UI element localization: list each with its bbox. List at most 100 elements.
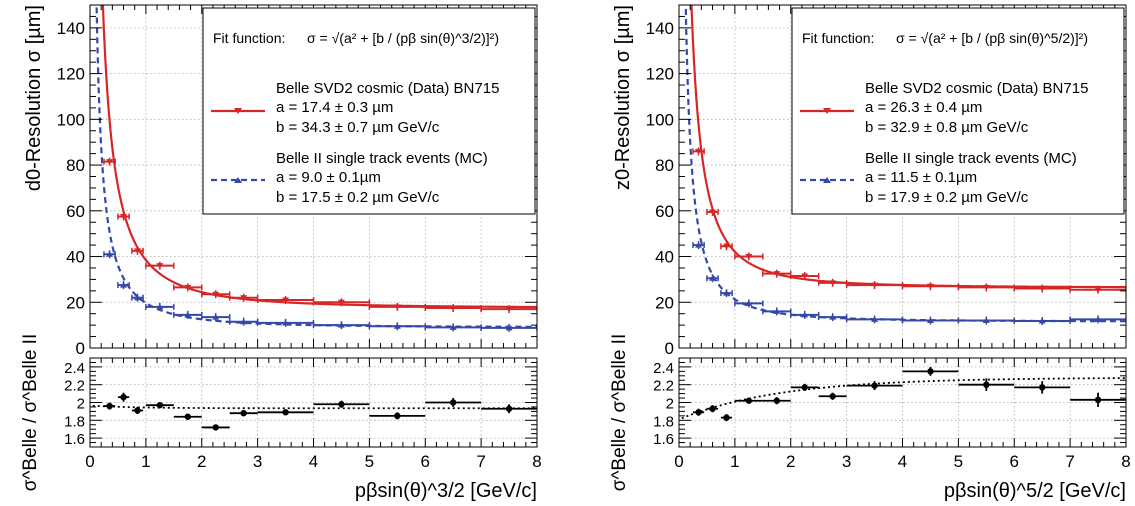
fit-curve-mc: [95, 5, 537, 328]
mc-point-marker: [709, 275, 717, 281]
y-tick-label: 40: [655, 248, 674, 267]
legend-mc-text: b = 17.5 ± 0.2 µm GeV/c: [276, 189, 440, 206]
data-point-marker: [1094, 287, 1102, 293]
y-axis-title-top: z0-Resolution σ [µm]: [612, 5, 634, 190]
legend-data-text: Belle SVD2 cosmic (Data) BN715: [276, 80, 499, 97]
data-point-marker: [106, 159, 114, 165]
y-tick-label: 0: [76, 339, 85, 358]
ratio-point-marker: [1094, 396, 1102, 404]
ratio-point-marker: [723, 414, 730, 421]
ratio-point-marker: [282, 409, 289, 416]
data-point-marker: [982, 284, 990, 291]
ratio-point-marker: [394, 412, 401, 420]
y-tick-label: 20: [655, 293, 674, 312]
mc-point-marker: [449, 324, 457, 330]
data-point-marker: [337, 299, 345, 306]
y-tick-label: 2.4: [64, 360, 85, 377]
x-tick-label: 4: [898, 452, 907, 471]
chart-panel-1: 0 1 2 3 4 5 6 7 80204060801001201401.61.822.22.4…: [20, 4, 542, 502]
ratio-point-marker: [212, 424, 219, 431]
ratio-point-marker: [695, 409, 702, 416]
data-point-marker: [709, 209, 717, 215]
ratio-points: [92, 392, 537, 431]
mc-point-marker: [745, 300, 753, 306]
fit-curves: [95, 5, 537, 328]
y-tick-label: 100: [57, 110, 85, 129]
y-axis-title-bottom: σ^Belle / σ^Belle II: [609, 334, 630, 491]
y-tick-label: 2.2: [64, 378, 85, 395]
mc-point-marker: [926, 317, 934, 324]
y-tick-label: 120: [646, 65, 674, 84]
ratio-point-marker: [709, 405, 716, 412]
ratio-point-marker: [156, 401, 164, 409]
mc-point-marker: [133, 294, 141, 301]
mc-point-marker: [212, 314, 220, 320]
data-point-marker: [801, 273, 809, 279]
legend-mc-text: Belle II single track events (MC): [865, 150, 1077, 167]
y-tick-label: 80: [655, 156, 674, 175]
mc-point-marker: [871, 316, 879, 322]
y-tick-label: 1.6: [653, 431, 674, 448]
x-tick-label: 8: [532, 452, 541, 471]
legend-mc-marker: [234, 177, 242, 183]
ratio-point-marker: [134, 407, 141, 414]
y-tick-label: 2.4: [653, 360, 674, 377]
data-point-marker: [133, 248, 141, 254]
data-point-marker: [282, 297, 290, 303]
mc-point-marker: [1094, 316, 1102, 322]
y-tick-label: 140: [57, 19, 85, 38]
data-point-marker: [722, 243, 730, 250]
data-point-marker: [745, 254, 753, 260]
data-point-marker: [240, 295, 248, 301]
fit-function-formula: σ = √(a² + [b / (pβ sin(θ)^5/2)]²): [896, 30, 1088, 46]
y-tick-label: 1.6: [64, 431, 85, 448]
top-points: [103, 157, 537, 332]
ratio-point-marker: [745, 397, 753, 404]
data-point-marker: [156, 263, 164, 269]
y-axis-title-bottom: σ^Belle / σ^Belle II: [20, 334, 41, 491]
mc-point-marker: [156, 303, 164, 310]
ratio-point-marker: [983, 381, 990, 388]
ratio-point-marker: [1038, 384, 1046, 391]
mc-point-marker: [240, 318, 248, 325]
data-point-marker: [393, 304, 401, 310]
legend-data-marker: [234, 108, 242, 114]
ratio-point-marker: [120, 393, 127, 401]
y-tick-label: 2.2: [653, 378, 674, 395]
data-point-marker: [871, 282, 879, 289]
y-tick-label: 20: [66, 293, 85, 312]
legend-data-text: a = 26.3 ± 0.4 µm: [865, 99, 982, 116]
legend-data-text: b = 34.3 ± 0.7 µm GeV/c: [276, 119, 440, 136]
x-tick-label: 1: [730, 452, 739, 471]
legend-data-text: a = 17.4 ± 0.3 µm: [276, 99, 393, 116]
legend-mc-text: b = 17.9 ± 0.2 µm GeV/c: [865, 189, 1029, 206]
ratio-point-marker: [801, 384, 808, 391]
ratio-fit-line: [681, 377, 1126, 420]
y-tick-label: 40: [66, 248, 85, 267]
x-tick-label: 4: [309, 452, 318, 471]
legend-mc-text: a = 11.5 ± 0.1µm: [865, 169, 977, 186]
mc-point-marker: [1038, 318, 1046, 324]
data-point-marker: [695, 148, 703, 155]
mc-point-marker: [184, 311, 192, 318]
data-point-marker: [505, 306, 513, 313]
legend-data-marker: [823, 108, 831, 114]
y-tick-label: 2: [666, 396, 674, 413]
mc-point-marker: [120, 282, 128, 288]
y-tick-label: 1.8: [653, 413, 674, 430]
ratio-points: [681, 366, 1126, 422]
fit-function-label: Fit function:: [802, 30, 874, 46]
legend-data-text: Belle SVD2 cosmic (Data) BN715: [865, 80, 1088, 97]
y-tick-label: 1.8: [64, 413, 85, 430]
data-point-marker: [1038, 286, 1046, 292]
y-axis-title-top: d0-Resolution σ [µm]: [23, 5, 45, 191]
mc-point-marker: [106, 251, 114, 257]
x-tick-label: 3: [253, 452, 262, 471]
mc-point-marker: [982, 317, 990, 324]
x-tick-label: 6: [1010, 452, 1019, 471]
y-tick-label: 60: [655, 202, 674, 221]
ratio-point-marker: [338, 401, 345, 408]
mc-point-marker: [801, 311, 809, 318]
x-tick-label: 5: [954, 452, 963, 471]
y-tick-label: 0: [665, 339, 674, 358]
